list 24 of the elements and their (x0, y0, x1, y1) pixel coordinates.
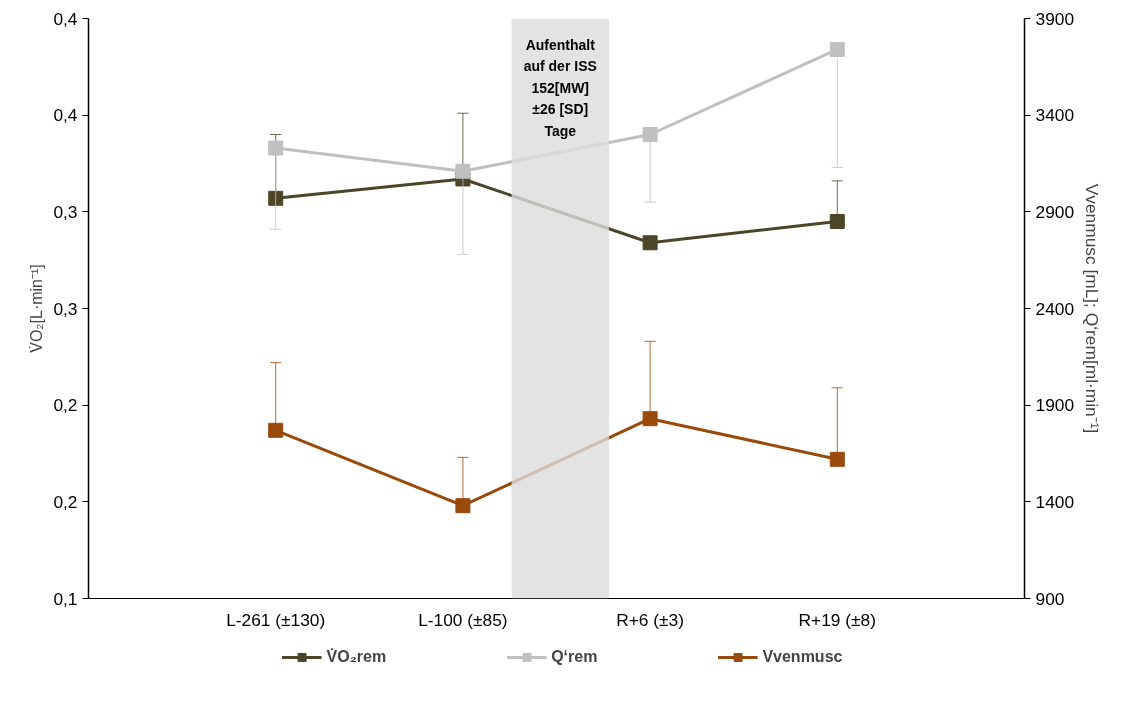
x-tick-label: R+19 (±8) (798, 609, 877, 630)
y2-tick-label: 1400 (1035, 491, 1075, 512)
legend-label: Vvenmusc (762, 648, 843, 666)
y2-tick-label: 3900 (1035, 8, 1075, 29)
y2-tick-label: 2400 (1035, 298, 1075, 319)
legend-label: Q‘rem (551, 648, 598, 666)
y2-tick-label: 2900 (1035, 201, 1075, 222)
y2-tick-label: 1900 (1035, 395, 1075, 416)
y2-tick-label: 3400 (1035, 105, 1075, 126)
band-label: Aufenthalt auf der ISS 152[MW] ±26 [SD] Tage (523, 36, 597, 139)
y-tick-label: 0,3 (53, 201, 78, 222)
y-tick-label: 0,2 (53, 395, 78, 416)
y-tick-label: 0,1 (53, 588, 78, 609)
y2-axis-title: Vvenmusc [mL]; Q‘rem[ml·min⁻¹] (1082, 183, 1103, 434)
y-tick-label: 0,4 (53, 105, 78, 126)
y2-tick-label: 900 (1035, 588, 1065, 609)
x-tick-label: L-100 (±85) (418, 609, 508, 630)
legend-label: V̇O₂rem (326, 648, 387, 666)
y-tick-label: 0,3 (53, 298, 78, 319)
y-tick-label: 0,4 (53, 8, 78, 29)
x-tick-label: R+6 (±3) (616, 609, 684, 630)
y-tick-label: 0,2 (53, 491, 78, 512)
y-axis-title: V̇O₂[L·min⁻¹] (27, 264, 46, 353)
x-tick-label: L-261 (±130) (226, 609, 326, 630)
